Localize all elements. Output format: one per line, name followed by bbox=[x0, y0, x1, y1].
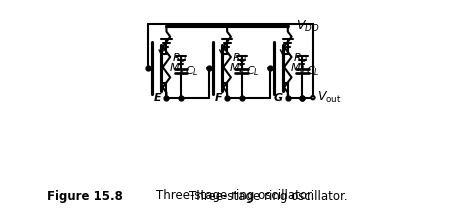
Text: $C_L$: $C_L$ bbox=[245, 64, 259, 78]
Text: $C_L$: $C_L$ bbox=[185, 64, 198, 78]
Text: Figure 15.8: Figure 15.8 bbox=[47, 190, 123, 203]
Text: Three-stage ring oscillator.: Three-stage ring oscillator. bbox=[156, 189, 315, 202]
Text: $M_2$: $M_2$ bbox=[229, 61, 245, 75]
Text: $M_1$: $M_1$ bbox=[169, 61, 184, 75]
Text: $V_{DD}$: $V_{DD}$ bbox=[296, 19, 320, 34]
Text: E: E bbox=[154, 93, 161, 103]
Text: $R_D$: $R_D$ bbox=[172, 51, 187, 65]
Text: F: F bbox=[214, 93, 222, 103]
Text: $V_{\rm out}$: $V_{\rm out}$ bbox=[317, 90, 341, 105]
Text: $R_D$: $R_D$ bbox=[232, 51, 248, 65]
Text: $R_D$: $R_D$ bbox=[293, 51, 309, 65]
Text: $M_3$: $M_3$ bbox=[290, 61, 306, 75]
Text: $C_L$: $C_L$ bbox=[306, 64, 320, 78]
Text: Three-stage ring oscillator.: Three-stage ring oscillator. bbox=[189, 190, 348, 203]
Text: G: G bbox=[274, 93, 283, 103]
